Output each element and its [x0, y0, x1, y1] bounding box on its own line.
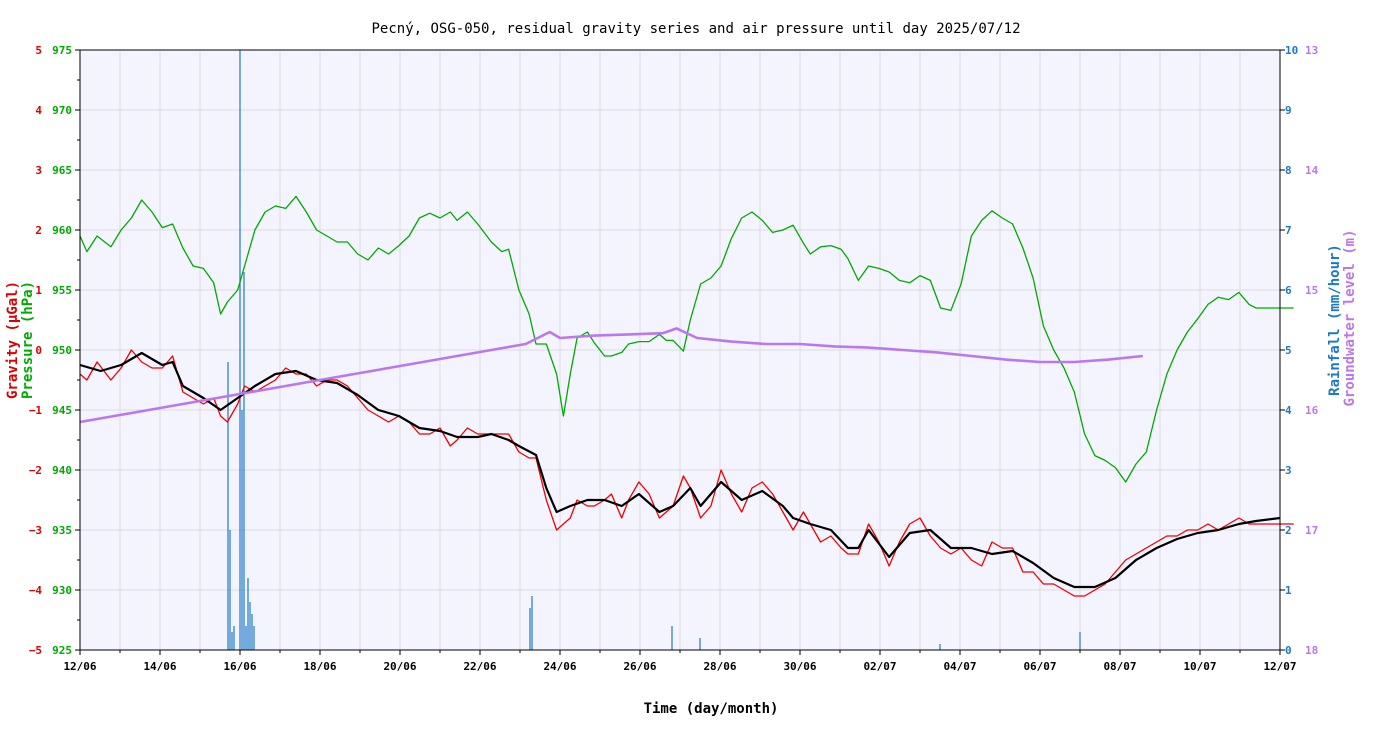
- x-tick-label: 22/06: [463, 660, 496, 673]
- groundwater-series-line: [79, 327, 1144, 424]
- groundwater-tick-label: 13: [1305, 44, 1318, 57]
- x-tick-label: 30/06: [783, 660, 816, 673]
- x-tick-label: 10/07: [1183, 660, 1216, 673]
- x-tick-label: 18/06: [303, 660, 336, 673]
- rainfall-tick-label: 8: [1285, 164, 1292, 177]
- x-tick-label: 12/06: [63, 660, 96, 673]
- rainfall-axis-title: Rainfall (mm/hour): [1327, 244, 1343, 396]
- chart-title: Pecný, OSG-050, residual gravity series …: [371, 21, 1020, 37]
- pressure-tick-label: 940: [52, 464, 72, 477]
- x-tick-label: 20/06: [383, 660, 416, 673]
- pressure-tick-label: 965: [52, 164, 72, 177]
- pressure-axis-title: Pressure (hPa): [20, 281, 36, 399]
- axis-ticks: 12/06 14/06 16/06 18/06 20/06 22/06 24/06 26/06…: [29, 44, 1319, 673]
- x-tick-label: 16/06: [223, 660, 256, 673]
- gravity-tick-label: 5: [35, 44, 42, 57]
- rainfall-tick-label: 5: [1285, 344, 1292, 357]
- pressure-tick-label: 925: [52, 644, 72, 657]
- gravity-tick-label: −4: [29, 584, 43, 597]
- groundwater-tick-label: 14: [1305, 164, 1319, 177]
- gravity-tick-label: −1: [29, 404, 43, 417]
- x-tick-label: 28/06: [703, 660, 736, 673]
- gravity-axis-title: Gravity (µGal): [5, 281, 21, 399]
- x-tick-label: 14/06: [143, 660, 176, 673]
- pressure-tick-label: 935: [52, 524, 72, 537]
- x-tick-label: 24/06: [543, 660, 576, 673]
- pressure-series-line: [79, 195, 1294, 483]
- rainfall-tick-label: 10: [1285, 44, 1298, 57]
- x-tick-label: 12/07: [1263, 660, 1296, 673]
- gravity-tick-label: 1: [35, 284, 42, 297]
- groundwater-tick-label: 17: [1305, 524, 1318, 537]
- rainfall-bars: [227, 50, 1081, 650]
- x-tick-label: 02/07: [863, 660, 896, 673]
- gravity-series-line: [79, 351, 1281, 589]
- pressure-tick-label: 955: [52, 284, 72, 297]
- pressure-tick-label: 960: [52, 224, 72, 237]
- rainfall-tick-label: 3: [1285, 464, 1292, 477]
- rainfall-tick-label: 2: [1285, 524, 1292, 537]
- grid: [80, 50, 1280, 650]
- gravity-tick-label: −5: [29, 644, 42, 657]
- gravity-tick-label: 4: [35, 104, 42, 117]
- rainfall-tick-label: 6: [1285, 284, 1292, 297]
- x-tick-label: 06/07: [1023, 660, 1056, 673]
- gravity-tick-label: 2: [35, 224, 42, 237]
- rainfall-tick-label: 0: [1285, 644, 1292, 657]
- rainfall-tick-label: 9: [1285, 104, 1292, 117]
- x-tick-label: 26/06: [623, 660, 656, 673]
- groundwater-axis-title: Groundwater level (m): [1342, 229, 1358, 406]
- gravity-tick-label: 0: [35, 344, 42, 357]
- x-tick-label: 04/07: [943, 660, 976, 673]
- gravity-tick-label: −2: [29, 464, 42, 477]
- pressure-tick-label: 945: [52, 404, 72, 417]
- groundwater-tick-label: 15: [1305, 284, 1318, 297]
- x-tick-label: 08/07: [1103, 660, 1136, 673]
- gravity-tick-label: 3: [35, 164, 42, 177]
- rainfall-tick-label: 7: [1285, 224, 1292, 237]
- pressure-tick-label: 970: [52, 104, 72, 117]
- rainfall-tick-label: 4: [1285, 404, 1292, 417]
- pressure-tick-label: 950: [52, 344, 72, 357]
- x-axis-title: Time (day/month): [644, 701, 779, 717]
- groundwater-tick-label: 16: [1305, 404, 1319, 417]
- rainfall-tick-label: 1: [1285, 584, 1292, 597]
- pressure-tick-label: 975: [52, 44, 72, 57]
- gravity-tick-label: −3: [29, 524, 42, 537]
- groundwater-tick-label: 18: [1305, 644, 1318, 657]
- series-lines: [79, 195, 1294, 597]
- pressure-tick-label: 930: [52, 584, 72, 597]
